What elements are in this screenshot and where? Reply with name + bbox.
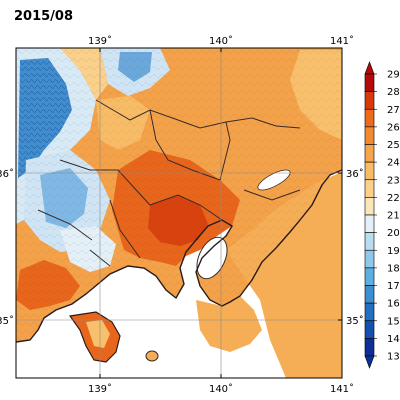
lon-tick-bottom-140: 140˚ — [209, 383, 233, 395]
colorbar-label: 13 — [387, 352, 400, 363]
colorbar-swatch — [364, 302, 375, 322]
colorbar-extend-bottom — [364, 355, 375, 369]
colorbar-swatch — [364, 232, 375, 251]
tick-marks — [99, 48, 343, 378]
colorbar-label: 27 — [387, 105, 400, 116]
colorbar-label: 25 — [387, 140, 400, 151]
colorbar-swatch — [364, 144, 375, 163]
colorbar-swatch — [364, 320, 375, 339]
colorbar-label: 26 — [387, 122, 400, 133]
lat-tick-left-35: 35˚ — [0, 315, 14, 327]
colorbar-label: 16 — [387, 299, 400, 310]
colorbar-swatch — [364, 108, 375, 128]
prefecture-borders — [37, 99, 301, 267]
colorbar-label: 20 — [387, 228, 400, 239]
colorbar-label: 28 — [387, 87, 400, 98]
colorbar-swatch — [364, 285, 375, 304]
lon-tick-bottom-141: 141˚ — [330, 383, 354, 395]
izu-coastline — [68, 311, 121, 363]
map-title: 2015/08 — [14, 9, 74, 24]
colorbar-swatch — [364, 126, 375, 145]
oshima-island — [145, 350, 159, 362]
colorbar-label: 29 — [387, 70, 400, 81]
map-frame — [15, 47, 343, 379]
lon-tick-top-140: 140˚ — [209, 35, 233, 47]
colorbar-label: 15 — [387, 316, 400, 327]
colorbar-swatch — [364, 267, 375, 286]
lon-tick-top-141: 141˚ — [330, 35, 354, 47]
lat-tick-right-35: 35˚ — [346, 315, 364, 327]
boso-peninsula — [196, 296, 262, 352]
lat-tick-left-36: 36˚ — [0, 168, 14, 180]
colorbar-label: 24 — [387, 158, 400, 169]
lon-tick-top-139: 139˚ — [88, 35, 112, 47]
colorbar-swatch — [364, 179, 375, 198]
colorbar-swatch — [364, 249, 375, 269]
lon-tick-bottom-139: 139˚ — [88, 383, 112, 395]
colorbar-label: 19 — [387, 246, 400, 257]
colorbar-label: 22 — [387, 193, 400, 204]
colorbar-swatch — [364, 73, 375, 92]
izu-peninsula-core — [86, 320, 110, 348]
colorbar-swatch — [364, 91, 375, 110]
colorbar-swatch — [364, 214, 375, 233]
lake-kasumigaura — [257, 169, 291, 191]
colorbar-label: 17 — [387, 281, 400, 292]
colorbar-extend-top — [364, 61, 375, 75]
colorbar-label: 21 — [387, 211, 400, 222]
graticule — [16, 48, 342, 378]
colorbar-label: 14 — [387, 334, 400, 345]
colorbar-swatch — [364, 197, 375, 216]
colorbar-swatch — [364, 338, 375, 357]
land-mild-east — [226, 172, 342, 378]
colorbar-label: 18 — [387, 263, 400, 274]
colorbar-swatch — [364, 161, 375, 181]
lat-tick-right-36: 36˚ — [346, 168, 364, 180]
colorbar-label: 23 — [387, 175, 400, 186]
